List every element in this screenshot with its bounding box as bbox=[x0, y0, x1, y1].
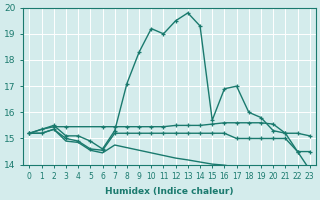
X-axis label: Humidex (Indice chaleur): Humidex (Indice chaleur) bbox=[105, 187, 234, 196]
